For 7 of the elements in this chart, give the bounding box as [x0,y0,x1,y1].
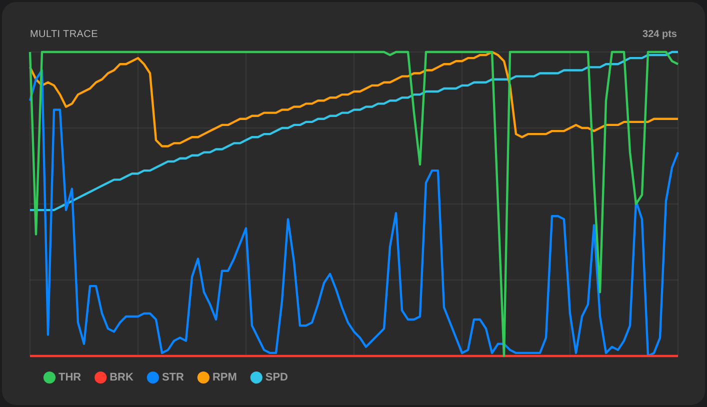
legend-label: STR [162,372,184,384]
text: 324 pts [642,29,677,40]
legend-label: SPD [265,372,288,384]
legend-label: THR [58,372,82,384]
legend-label: RPM [212,372,237,384]
chart-title: MULTI TRACE [30,29,98,40]
legend-label: BRK [110,372,134,384]
